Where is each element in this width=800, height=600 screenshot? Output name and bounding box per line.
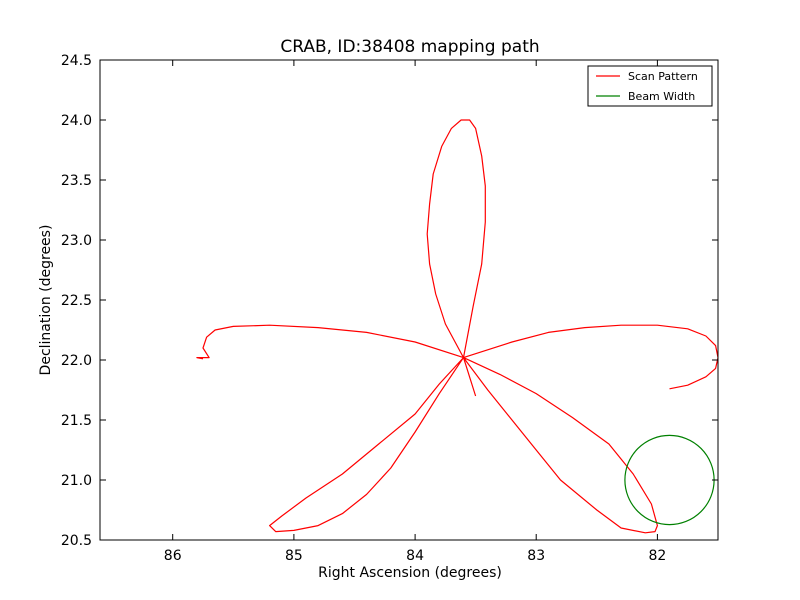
y-tick-label: 23.0: [61, 233, 92, 249]
y-tick-label: 21.0: [61, 473, 92, 489]
y-tick-label: 20.5: [61, 533, 92, 549]
y-tick-label: 21.5: [61, 413, 92, 429]
ticks-layer: 86 85 84 83 82 20.5 21.0 21.5 22.0 22.5 23.0 23.5 24…: [61, 53, 718, 564]
legend-label-beam-width: Beam Width: [628, 90, 695, 103]
beam-width-circle: [624, 434, 715, 526]
plot-area: 86 85 84 83 82 20.5 21.0 21.5 22.0 22.5 23.0 23.5 24…: [61, 53, 719, 564]
data-layer: [196, 119, 718, 534]
x-axis-label: Right Ascension (degrees): [318, 565, 502, 581]
y-tick-label: 23.5: [61, 173, 92, 189]
plot-frame: [99, 59, 719, 541]
scan-pattern-line-1: [426, 119, 486, 397]
y-tick-label: 22.5: [61, 293, 92, 309]
x-tick-label: 83: [527, 548, 545, 564]
y-tick-label: 24.5: [61, 53, 92, 69]
y-tick-label: 22.0: [61, 353, 92, 369]
y-axis-label: Declination (degrees): [38, 225, 54, 376]
x-tick-label: 86: [164, 548, 182, 564]
scan-pattern-line-0: [196, 324, 718, 390]
scan-pattern-line-2: [269, 357, 659, 534]
x-tick-label: 85: [285, 548, 303, 564]
chart-title: CRAB, ID:38408 mapping path: [280, 37, 539, 57]
legend-box: [587, 65, 713, 107]
legend: Scan Pattern Beam Width: [587, 65, 713, 107]
y-tick-label: 24.0: [61, 113, 92, 129]
x-tick-label: 84: [406, 548, 424, 564]
legend-label-scan-pattern: Scan Pattern: [628, 70, 698, 83]
x-tick-label: 82: [648, 548, 666, 564]
